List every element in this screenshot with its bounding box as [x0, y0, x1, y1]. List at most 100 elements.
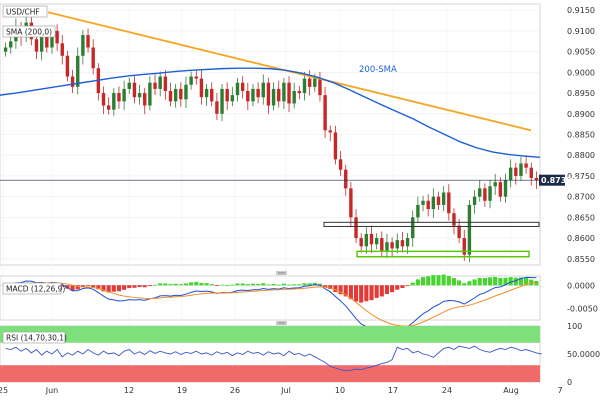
candle: [9, 34, 13, 54]
candle-body: [416, 204, 420, 218]
macd-histogram-bar: [101, 285, 106, 292]
candle: [148, 76, 152, 111]
candle: [132, 76, 137, 104]
candle-body: [199, 78, 204, 98]
macd-histogram-bar: [96, 285, 101, 290]
symbol-label: USD/CHF: [6, 8, 40, 17]
sma-legend-label: SMA (200,0): [6, 28, 52, 37]
candle: [374, 233, 379, 250]
macd-histogram-bar: [147, 285, 152, 287]
candle: [478, 180, 482, 202]
macd-histogram-bar: [451, 278, 457, 286]
macd-histogram-bar: [271, 283, 276, 286]
macd-histogram-bar: [477, 277, 482, 286]
candle: [508, 159, 513, 188]
macd-histogram-bar: [292, 284, 297, 286]
candle: [493, 173, 497, 195]
macd-histogram-bar: [80, 285, 85, 287]
candle-body: [374, 238, 379, 245]
rsi-legend-label: RSI (14,70,30,1): [6, 334, 67, 343]
candle-body: [472, 196, 477, 205]
macd-histogram-bar: [493, 276, 498, 286]
candle: [86, 28, 90, 53]
macd-histogram-bar: [214, 285, 219, 287]
macd-histogram-bar: [209, 284, 214, 286]
macd-histogram-bar: [498, 277, 503, 286]
candle-body: [50, 30, 54, 48]
candle: [194, 69, 198, 85]
macd-histogram-bar: [508, 277, 513, 286]
macd-histogram-bar: [457, 280, 462, 286]
pane-divider-handle[interactable]: [276, 321, 287, 325]
candle-body: [349, 188, 353, 218]
candle-body: [514, 167, 518, 176]
candle-body: [86, 35, 90, 48]
last-price-value: 0.87397: [541, 176, 577, 185]
candle-body: [235, 82, 240, 96]
resistance-zone: [323, 221, 540, 227]
macd-histogram-bar: [534, 280, 539, 286]
candle: [117, 86, 121, 109]
candle-body: [488, 186, 492, 201]
candle: [189, 71, 193, 90]
candle: [235, 77, 240, 102]
candle: [179, 82, 183, 107]
candle-body: [76, 55, 80, 87]
macd-histogram-bar: [219, 284, 225, 286]
macd-histogram-bar: [529, 279, 534, 286]
candle: [246, 82, 250, 111]
macd-histogram-bar: [323, 285, 328, 287]
candle: [127, 77, 131, 94]
candle-body: [328, 130, 332, 133]
candle: [472, 190, 477, 214]
candle: [76, 47, 80, 95]
candle: [204, 83, 209, 106]
candle: [359, 233, 363, 253]
macd-histogram-bar: [204, 283, 209, 286]
candle-body: [189, 76, 193, 85]
candle-body: [333, 132, 338, 160]
candle-body: [184, 84, 188, 100]
rsi-group: [0, 326, 542, 382]
candle-body: [179, 88, 183, 100]
candle: [101, 86, 106, 115]
candle-body: [168, 91, 173, 102]
candle: [369, 225, 374, 253]
candle-body: [344, 169, 348, 189]
sma-legend: SMA (200,0): [2, 25, 56, 38]
candle: [292, 82, 296, 109]
time-tick-label: 17: [388, 386, 398, 395]
candle: [416, 196, 420, 223]
macd-group: [0, 274, 540, 332]
candle-body: [411, 217, 415, 239]
candle: [261, 74, 265, 105]
candle: [364, 227, 369, 254]
pane-divider-handle[interactable]: [276, 271, 287, 275]
candle: [163, 69, 168, 100]
candle: [3, 42, 8, 57]
candle: [519, 156, 523, 181]
macd-histogram-bar: [513, 277, 518, 286]
candle-body: [112, 93, 116, 110]
time-tick-label: 7: [557, 386, 562, 395]
macd-histogram-bar: [426, 276, 431, 286]
time-tick-label: Jul: [280, 386, 291, 395]
candle-body: [132, 82, 137, 98]
candle-body: [400, 240, 405, 247]
candle-body: [313, 78, 317, 87]
candle-body: [246, 91, 250, 102]
candle-body: [256, 88, 260, 98]
candle: [240, 76, 245, 99]
candle-body: [323, 95, 327, 131]
macd-histogram-bar: [111, 285, 116, 292]
candle: [143, 88, 147, 115]
macd-histogram-bar: [307, 283, 312, 286]
candle-body: [101, 93, 106, 106]
candle: [70, 69, 75, 94]
macd-histogram-bar: [137, 285, 142, 288]
macd-histogram-bar: [384, 285, 390, 295]
macd-histogram-bar: [420, 277, 426, 286]
candle: [55, 24, 59, 51]
candle-body: [287, 82, 291, 104]
